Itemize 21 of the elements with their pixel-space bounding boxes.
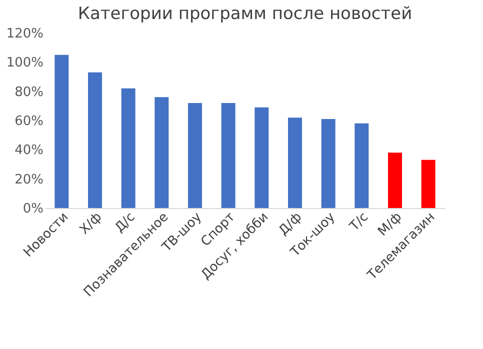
- bar: [421, 160, 436, 208]
- bar: [354, 123, 369, 208]
- y-tick-label: 20%: [14, 172, 44, 188]
- bar: [54, 54, 69, 208]
- y-tick-label: 80%: [14, 84, 44, 100]
- bar: [88, 72, 102, 208]
- y-tick-label: 60%: [14, 114, 44, 129]
- bar: [154, 97, 169, 208]
- bar: [221, 103, 236, 208]
- bar: [188, 103, 202, 208]
- y-tick-label: 120%: [6, 26, 44, 42]
- chart-title: Категории программ после новостей: [78, 4, 412, 24]
- bar: [321, 119, 336, 208]
- x-tick-label: Т/с: [346, 210, 372, 235]
- bar: [254, 107, 269, 208]
- bar: [388, 152, 402, 208]
- bar: [288, 118, 302, 208]
- y-tick-label: 100%: [6, 56, 44, 71]
- bar: [121, 88, 136, 208]
- y-tick-label: 0%: [22, 202, 44, 216]
- y-tick-label: 40%: [14, 143, 44, 158]
